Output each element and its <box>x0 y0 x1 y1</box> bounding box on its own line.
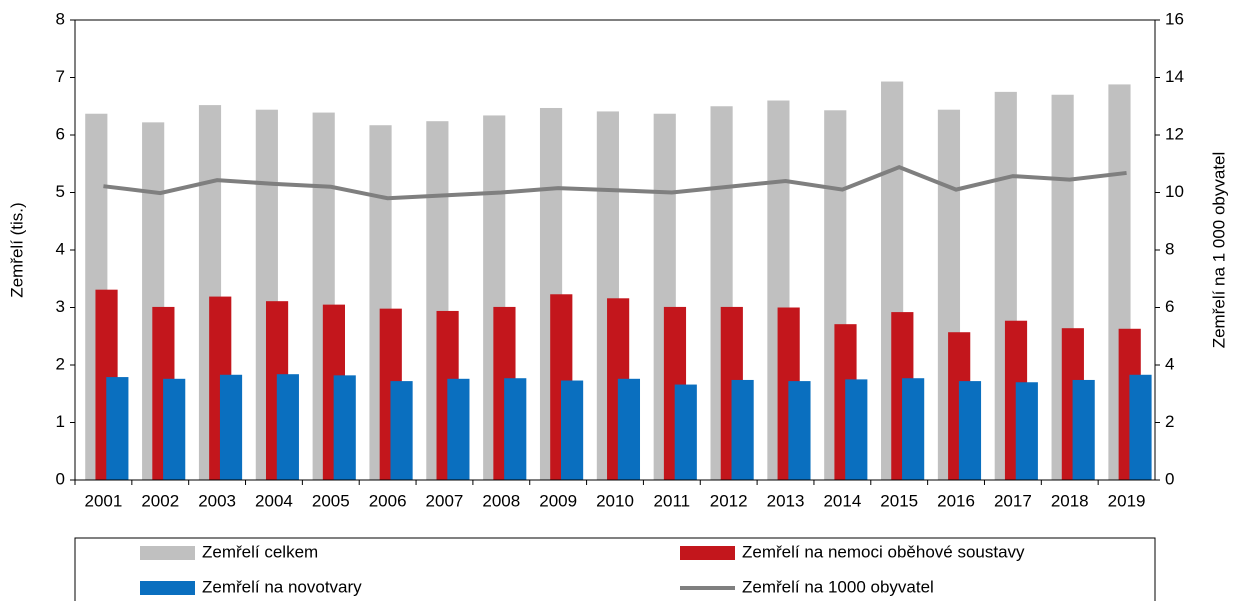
bar <box>958 381 982 480</box>
bar <box>788 381 811 480</box>
y-tick-label: 8 <box>56 9 65 28</box>
y-tick-label: 5 <box>56 182 65 201</box>
y2-tick-label: 0 <box>1165 469 1174 488</box>
bar <box>333 375 356 480</box>
y2-tick-label: 6 <box>1165 297 1174 316</box>
bar <box>1015 382 1038 480</box>
bar <box>106 377 129 480</box>
y2-tick-label: 14 <box>1165 67 1184 86</box>
legend-label: Zemřelí na 1000 obyvatel <box>742 577 934 596</box>
y-tick-label: 6 <box>56 124 65 143</box>
legend-swatch <box>140 581 195 595</box>
bar <box>163 378 186 480</box>
bar <box>731 379 754 480</box>
bar <box>1072 379 1095 480</box>
y2-axis-label: Zemřelí na 1 000 obyvatel <box>1209 152 1228 349</box>
x-tick-label: 2009 <box>539 491 577 510</box>
legend-swatch <box>680 546 735 560</box>
legend-label: Zemřelí celkem <box>202 542 318 561</box>
x-tick-label: 2013 <box>767 491 805 510</box>
legend-label: Zemřelí na nemoci oběhové soustavy <box>742 542 1025 561</box>
bar <box>390 381 413 480</box>
y2-tick-label: 8 <box>1165 239 1174 258</box>
bar <box>447 378 470 480</box>
x-tick-label: 2001 <box>85 491 123 510</box>
bar <box>617 378 641 480</box>
x-tick-label: 2004 <box>255 491 293 510</box>
x-tick-label: 2003 <box>198 491 236 510</box>
x-tick-label: 2011 <box>654 491 691 510</box>
x-tick-label: 2002 <box>141 491 179 510</box>
bar <box>902 378 925 480</box>
y-tick-label: 3 <box>56 297 65 316</box>
y2-tick-label: 4 <box>1165 354 1174 373</box>
y-axis-label: Zemřelí (tis.) <box>7 202 26 297</box>
x-tick-label: 2014 <box>823 491 861 510</box>
x-tick-label: 2006 <box>369 491 407 510</box>
x-tick-label: 2010 <box>596 491 634 510</box>
x-tick-label: 2015 <box>880 491 918 510</box>
x-tick-label: 2005 <box>312 491 350 510</box>
y-tick-label: 0 <box>56 469 65 488</box>
y-tick-label: 7 <box>56 67 65 86</box>
bar <box>276 374 299 480</box>
legend-label: Zemřelí na novotvary <box>202 577 362 596</box>
bar <box>219 374 243 480</box>
y2-tick-label: 2 <box>1165 412 1174 431</box>
y2-tick-label: 10 <box>1165 182 1184 201</box>
y2-tick-label: 16 <box>1165 9 1184 28</box>
x-tick-label: 2018 <box>1051 491 1089 510</box>
bar <box>845 379 868 480</box>
x-tick-label: 2019 <box>1108 491 1146 510</box>
x-tick-label: 2012 <box>710 491 748 510</box>
bar <box>561 380 584 480</box>
x-tick-label: 2008 <box>482 491 520 510</box>
bar <box>504 378 527 480</box>
y2-tick-label: 12 <box>1165 124 1184 143</box>
y-tick-label: 1 <box>56 412 65 431</box>
x-tick-label: 2007 <box>426 491 464 510</box>
bar <box>674 384 697 480</box>
y-tick-label: 2 <box>56 354 65 373</box>
line-series <box>103 165 1127 201</box>
x-tick-label: 2017 <box>994 491 1032 510</box>
plot-frame <box>74 19 1156 481</box>
x-tick-label: 2016 <box>937 491 975 510</box>
legend-box <box>74 537 1156 606</box>
y-tick-label: 4 <box>56 239 65 258</box>
legend-swatch <box>140 546 195 560</box>
bar <box>1129 374 1152 480</box>
